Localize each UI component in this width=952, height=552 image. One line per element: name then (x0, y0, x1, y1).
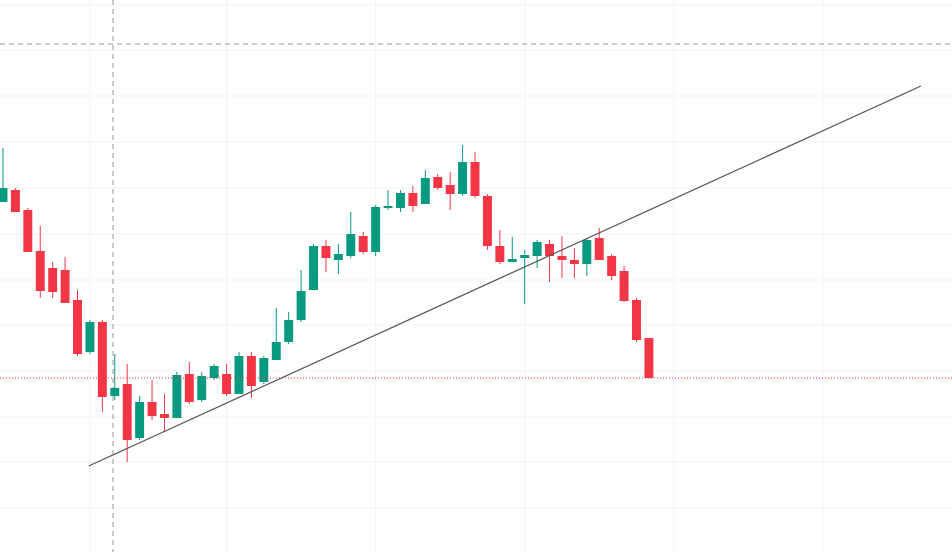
candle-body (296, 291, 306, 320)
candle-body (147, 402, 157, 416)
candle-body (48, 268, 58, 292)
candle-body (619, 271, 629, 301)
candle-body (458, 162, 468, 194)
candle-body (358, 236, 368, 252)
candle-body (222, 374, 232, 394)
candle-body (557, 256, 567, 260)
candle-body (644, 338, 654, 378)
candle-body (433, 177, 443, 188)
candle-body (234, 356, 244, 394)
candle-body (482, 196, 492, 246)
candle-body (85, 322, 95, 352)
candle-body (135, 402, 145, 438)
candle-body (159, 414, 169, 418)
candle-body (408, 193, 418, 206)
candle-body (309, 246, 318, 290)
candle-body (122, 384, 132, 440)
candle-body (520, 255, 530, 258)
candle-body (284, 320, 294, 342)
trend-line (88, 85, 922, 467)
candle-body (172, 375, 182, 418)
candle-body (495, 246, 505, 262)
candle-body (582, 240, 592, 264)
candle-body (371, 207, 381, 252)
candle-body (333, 254, 343, 260)
candle-body (545, 244, 555, 256)
candle-body (271, 342, 281, 360)
candle-body (470, 162, 480, 196)
candle-body (569, 260, 579, 264)
candle-body (594, 238, 604, 260)
candle-body (184, 374, 194, 402)
candle-body (246, 356, 256, 386)
candle-body (0, 188, 8, 202)
candle-body (445, 185, 455, 194)
candle-body (259, 358, 269, 382)
candle-body (396, 193, 405, 208)
candle-body (10, 190, 20, 212)
candle-body (73, 300, 82, 354)
candle-body (35, 251, 45, 291)
candle-body (197, 376, 207, 400)
candle-body (532, 242, 542, 256)
candle-body (209, 366, 219, 378)
candle-body (507, 259, 517, 262)
candle-body (632, 300, 641, 340)
candle-body (420, 178, 430, 204)
candle-body (383, 206, 393, 208)
candle-body (110, 388, 120, 396)
candle-body (60, 270, 70, 303)
candle-body (321, 246, 331, 258)
candle-body (607, 256, 617, 276)
candle-body (346, 234, 356, 256)
candle-body (97, 322, 107, 397)
candle-body (23, 210, 33, 252)
